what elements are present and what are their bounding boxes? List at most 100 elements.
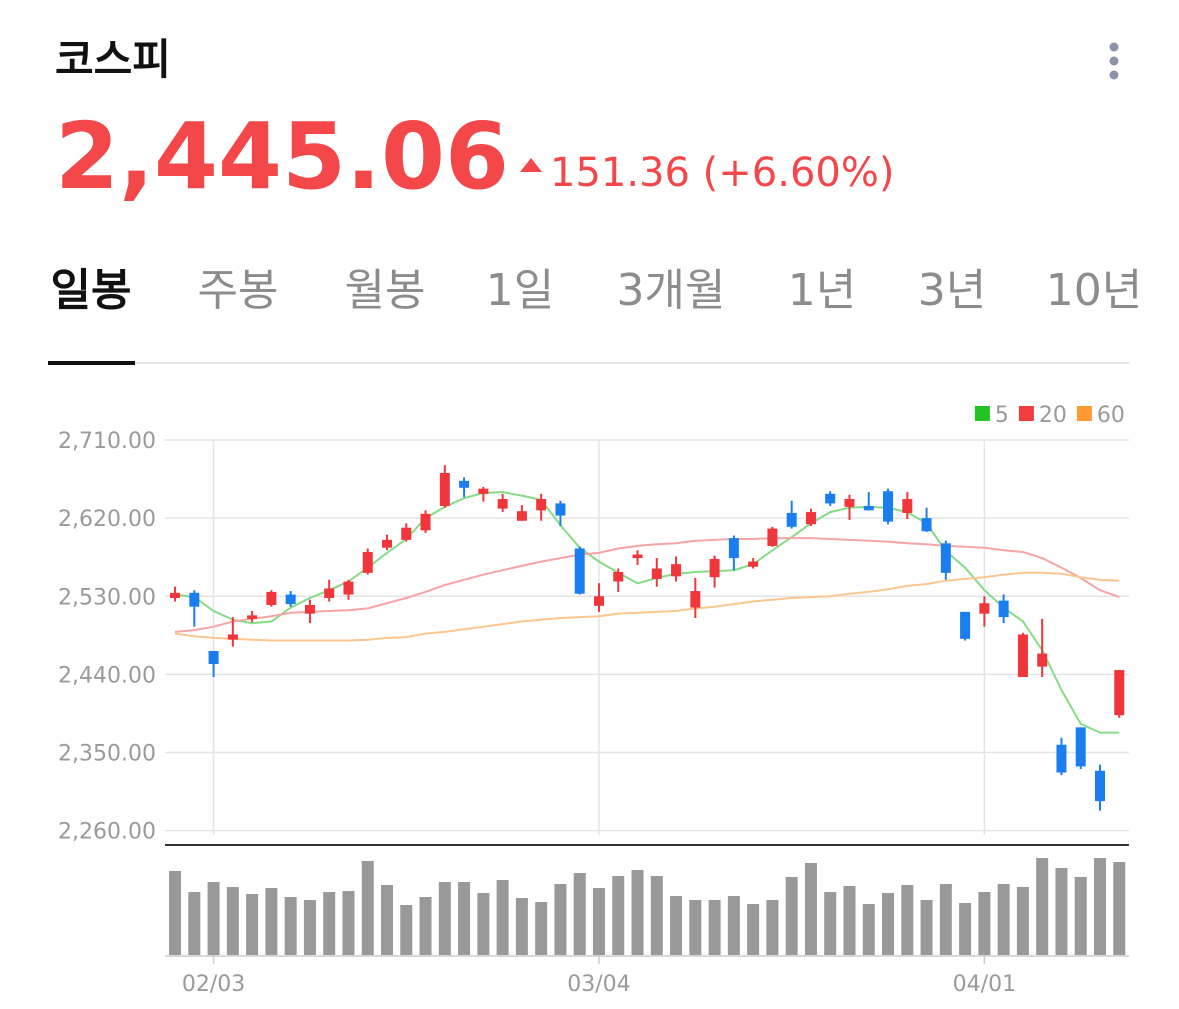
y-tick-label: 2,440.00 bbox=[58, 663, 156, 688]
volume-bar bbox=[419, 897, 432, 955]
volume-bar bbox=[1016, 887, 1029, 955]
candle-body bbox=[786, 512, 797, 527]
volume-bar bbox=[708, 900, 721, 955]
dot bbox=[1109, 70, 1119, 80]
volume-bar bbox=[1036, 858, 1049, 955]
candle-body bbox=[632, 554, 643, 559]
volume-bar bbox=[303, 900, 316, 955]
volume-bar bbox=[592, 888, 605, 955]
title: 코스피 bbox=[55, 35, 171, 84]
legend-swatch bbox=[1018, 406, 1034, 421]
volume-bar bbox=[882, 893, 895, 955]
candle-body bbox=[459, 480, 470, 488]
candle-body bbox=[863, 505, 874, 511]
candle-body bbox=[362, 552, 373, 573]
y-tick-label: 2,350.00 bbox=[58, 742, 156, 767]
candle-body bbox=[998, 600, 1009, 618]
candle-body bbox=[960, 611, 971, 639]
volume-bar bbox=[747, 904, 760, 955]
candle-body bbox=[497, 499, 508, 509]
tab[interactable]: 월봉 bbox=[345, 265, 426, 316]
candle-body bbox=[767, 528, 778, 546]
tab[interactable]: 1일 bbox=[486, 265, 554, 316]
volume-bar bbox=[689, 900, 702, 955]
volume-bar bbox=[766, 900, 779, 955]
volume-bar bbox=[1055, 868, 1068, 955]
volume-bar bbox=[1074, 877, 1087, 955]
volume-bar bbox=[535, 902, 548, 955]
y-tick-label: 2,710.00 bbox=[58, 429, 156, 454]
candle-body bbox=[979, 603, 990, 614]
volume-bar bbox=[727, 896, 740, 955]
tab[interactable]: 1년 bbox=[788, 265, 856, 316]
candle-body bbox=[825, 493, 836, 504]
candle-body bbox=[555, 503, 566, 516]
candle-body bbox=[170, 592, 181, 599]
candle-body bbox=[883, 491, 894, 522]
volume-bar bbox=[284, 897, 297, 955]
dot bbox=[1109, 42, 1119, 52]
volume-bar bbox=[400, 905, 413, 955]
y-tick-label: 2,530.00 bbox=[58, 585, 156, 610]
legend-label: 60 bbox=[1097, 403, 1125, 428]
x-tick-label: 02/03 bbox=[182, 972, 245, 997]
volume-bar bbox=[323, 892, 336, 955]
more-menu[interactable] bbox=[1109, 42, 1119, 80]
volume-bar bbox=[188, 892, 201, 955]
y-tick-label: 2,260.00 bbox=[58, 820, 156, 845]
volume-bar bbox=[612, 876, 625, 955]
candle-body bbox=[382, 539, 393, 548]
volume-bar bbox=[843, 886, 856, 955]
volume-bar bbox=[246, 894, 259, 955]
candle-body bbox=[536, 499, 547, 511]
volume-bar bbox=[265, 888, 278, 955]
volume-bar bbox=[920, 900, 933, 955]
candle-body bbox=[728, 538, 739, 559]
tab[interactable]: 3년 bbox=[918, 265, 986, 316]
legend-swatch bbox=[1076, 406, 1092, 421]
volume-bar bbox=[496, 880, 509, 955]
candle-body bbox=[921, 518, 932, 532]
moving-average-line bbox=[174, 571, 1120, 642]
price: 2,445.06 bbox=[55, 103, 509, 210]
candle-body bbox=[304, 604, 315, 614]
volume-bar bbox=[477, 893, 490, 955]
candle-body bbox=[940, 543, 951, 573]
candle-body bbox=[208, 650, 219, 664]
y-tick-label: 2,620.00 bbox=[58, 507, 156, 532]
candle-body bbox=[671, 564, 682, 577]
candle-body bbox=[651, 568, 662, 579]
volume-bar bbox=[824, 892, 837, 955]
candle-body bbox=[247, 615, 258, 619]
candle-body bbox=[902, 499, 913, 513]
volume-bar bbox=[901, 885, 914, 955]
volume-bar bbox=[785, 877, 798, 955]
tab[interactable]: 주봉 bbox=[198, 265, 279, 316]
candle-body bbox=[1094, 770, 1105, 802]
candle-body bbox=[574, 548, 585, 594]
tab[interactable]: 10년 bbox=[1046, 265, 1142, 316]
tab[interactable]: 3개월 bbox=[617, 265, 726, 316]
volume-bar bbox=[207, 882, 220, 955]
candle-body bbox=[343, 581, 354, 595]
candle-body bbox=[420, 513, 431, 531]
volume-bar bbox=[573, 873, 586, 955]
volume-bar bbox=[631, 870, 644, 955]
volume-bar bbox=[978, 892, 991, 955]
candle-body bbox=[285, 594, 296, 605]
volume-bar bbox=[670, 896, 683, 955]
volume-bar bbox=[650, 876, 663, 955]
candle-body bbox=[1075, 727, 1086, 767]
volume-bar bbox=[959, 903, 972, 955]
candle-body bbox=[1056, 744, 1067, 773]
candle-body bbox=[1114, 670, 1125, 716]
volume-bar bbox=[361, 861, 374, 955]
volume-bar bbox=[458, 882, 471, 955]
x-tick-label: 03/04 bbox=[567, 972, 630, 997]
candle-body bbox=[709, 558, 720, 578]
tab[interactable]: 일봉 bbox=[51, 265, 132, 316]
candle-body bbox=[844, 499, 855, 507]
candle-body bbox=[690, 591, 701, 608]
volume-bar bbox=[169, 871, 182, 955]
